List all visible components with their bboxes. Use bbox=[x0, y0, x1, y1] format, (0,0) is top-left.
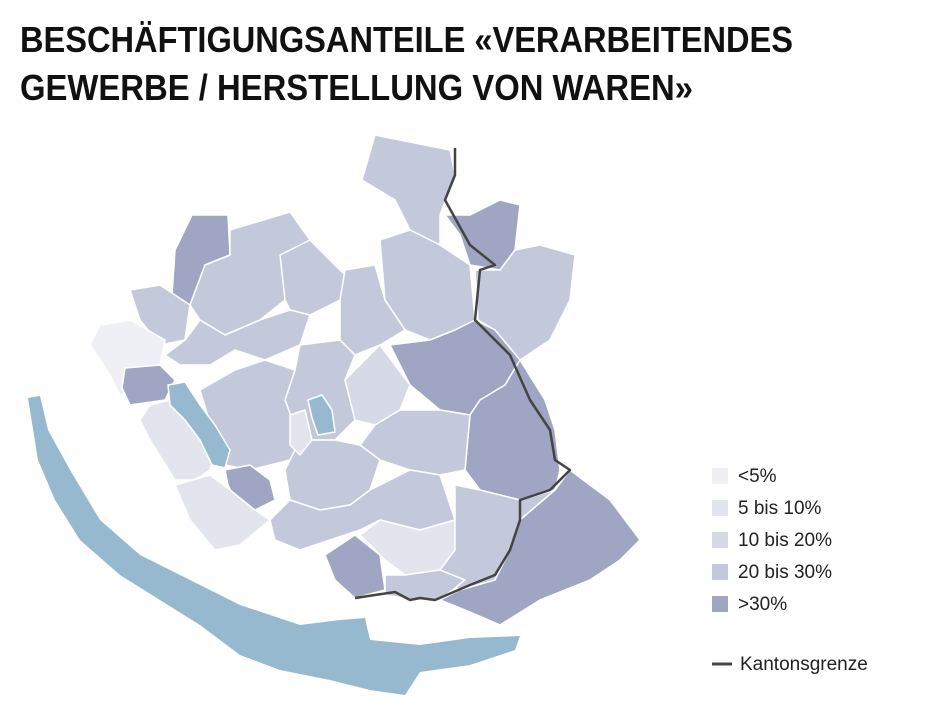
legend-swatch bbox=[712, 596, 728, 612]
region bbox=[359, 519, 456, 576]
region bbox=[289, 409, 313, 456]
map bbox=[28, 134, 641, 695]
region bbox=[121, 364, 176, 406]
region bbox=[279, 239, 346, 316]
legend-swatch bbox=[712, 468, 728, 484]
legend-label: 5 bis 10% bbox=[738, 498, 822, 519]
region bbox=[361, 134, 456, 246]
legend-swatch bbox=[712, 564, 728, 580]
legend: Kantonsgrenze <5% 5 bis 10% 10 bis 20% 20 b… bbox=[712, 466, 868, 675]
lake bbox=[307, 394, 336, 436]
legend-label: Kantonsgrenze bbox=[740, 654, 868, 675]
title-line: BESCHÄFTIGUNGSANTEILE «VERARBEITENDES bbox=[20, 19, 793, 60]
legend-label: >30% bbox=[738, 594, 787, 615]
legend-swatch bbox=[712, 500, 728, 516]
legend-label: 10 bis 20% bbox=[738, 530, 832, 551]
legend-swatch bbox=[712, 532, 728, 548]
region bbox=[384, 569, 466, 601]
legend-label: 20 bis 30% bbox=[738, 562, 832, 583]
lake bbox=[167, 381, 231, 469]
legend-label: <5% bbox=[738, 466, 777, 487]
title-line: GEWERBE / HERSTELLUNG VON WAREN» bbox=[20, 67, 693, 108]
canton-border bbox=[354, 148, 572, 602]
lake bbox=[28, 396, 520, 695]
